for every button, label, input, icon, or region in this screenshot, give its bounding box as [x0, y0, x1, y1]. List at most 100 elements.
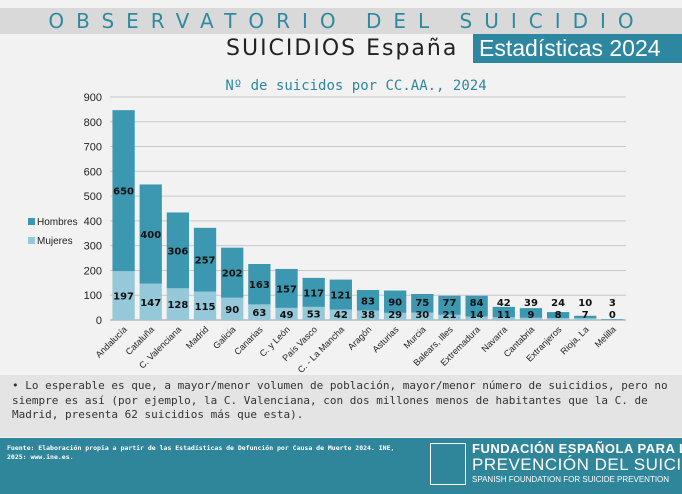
footer: Fuente: Elaboración propia a partir de l… [0, 438, 682, 494]
data-label-hombres: 75 [415, 298, 429, 309]
bar-mujeres [275, 307, 298, 320]
data-label-hombres: 84 [470, 298, 484, 309]
data-label-mujeres: 0 [609, 310, 616, 321]
data-label-hombres: 42 [497, 298, 511, 309]
bar-hombres [275, 268, 298, 308]
logo-line1: FUNDACIÓN ESPAÑOLA PARA LA [472, 441, 682, 456]
data-label-hombres: 39 [524, 298, 538, 309]
data-label-mujeres: 115 [195, 302, 216, 313]
data-label-mujeres: 128 [167, 300, 188, 311]
observatory-title: OBSERVATORIO DEL SUICIDIO [48, 9, 646, 33]
data-label-mujeres: 53 [307, 309, 321, 320]
data-label-hombres: 90 [388, 298, 402, 309]
data-label-mujeres: 38 [361, 310, 375, 321]
data-label-mujeres: 14 [470, 310, 484, 321]
data-label-mujeres: 11 [497, 310, 511, 321]
bar-hombres [465, 295, 488, 317]
y-tick-label: 0 [96, 315, 102, 327]
bar-mujeres [546, 318, 570, 320]
data-label-hombres: 121 [330, 291, 351, 302]
data-label-hombres: 117 [303, 288, 324, 299]
x-tick-label: Andalucía [94, 324, 129, 359]
bar-mujeres [519, 317, 543, 320]
data-label-mujeres: 63 [252, 308, 266, 319]
y-tick-label: 400 [84, 216, 102, 228]
data-label-hombres: 202 [222, 269, 243, 280]
bar-hombres [193, 227, 217, 292]
data-label-mujeres: 21 [443, 310, 457, 321]
x-tick-label: Murcia [402, 324, 428, 350]
bar-chart: 0100200300400500600700800900650197Andalu… [28, 92, 626, 375]
data-label-mujeres: 197 [113, 292, 134, 303]
data-label-hombres: 10 [578, 298, 592, 309]
bar-hombres [221, 247, 244, 298]
bar-hombres [438, 295, 461, 315]
data-label-hombres: 83 [361, 296, 375, 307]
note-text: • Lo esperable es que, a mayor/menor vol… [0, 375, 682, 437]
data-label-hombres: 3 [609, 298, 616, 309]
logo-line2: PREVENCIÓN DEL SUICIDIO [472, 455, 682, 474]
data-label-hombres: 24 [551, 298, 565, 309]
bar-hombres [574, 315, 597, 319]
x-tick-label: Rioja, La [558, 324, 590, 356]
bar-hombres [248, 264, 271, 305]
y-tick-label: 700 [84, 142, 102, 154]
bar-hombres [112, 110, 135, 272]
bar-mujeres [166, 288, 190, 320]
bar-mujeres [438, 314, 461, 320]
data-label-mujeres: 9 [527, 310, 534, 321]
legend-label-mujeres: Mujeres [37, 236, 73, 247]
data-label-mujeres: 147 [140, 298, 161, 309]
subtitle: SUICIDIOS España [226, 36, 459, 61]
bar-mujeres [139, 283, 162, 320]
x-tick-label: Asturias [371, 324, 401, 354]
y-tick-label: 900 [84, 92, 102, 104]
y-tick-label: 300 [84, 241, 102, 253]
bar-hombres [329, 279, 352, 310]
source-text: Fuente: Elaboración propia a partir de l… [7, 444, 395, 461]
y-tick-label: 200 [84, 265, 102, 277]
legend-swatch-mujeres [28, 237, 35, 244]
bar-mujeres [302, 306, 325, 320]
logo-icon [430, 443, 466, 485]
data-label-mujeres: 30 [415, 310, 429, 321]
chart-title: Nº de suicidos por CC.AA., 2024 [225, 78, 487, 94]
data-label-hombres: 650 [113, 187, 134, 198]
data-label-hombres: 163 [249, 280, 270, 291]
bar-mujeres [574, 318, 597, 320]
data-label-mujeres: 29 [388, 310, 402, 321]
bar-hombres [492, 306, 515, 318]
bar-mujeres [492, 317, 515, 320]
legend-swatch-hombres [28, 218, 35, 225]
y-tick-label: 600 [84, 166, 102, 178]
bar-hombres [519, 308, 543, 318]
bar-hombres [546, 312, 570, 319]
bar-hombres [411, 293, 434, 313]
x-tick-label: Madrid [184, 324, 211, 351]
logo-line3: SPANISH FOUNDATION FOR SUICIDE PREVENTIO… [472, 475, 670, 484]
bar-hombres [601, 319, 624, 320]
bar-mujeres [112, 271, 135, 320]
bar-hombres [139, 184, 162, 284]
data-label-hombres: 157 [276, 284, 297, 295]
data-label-mujeres: 7 [582, 310, 589, 321]
y-tick-label: 500 [84, 191, 102, 203]
x-tick-label: Aragón [346, 324, 374, 352]
bar-mujeres [411, 312, 434, 320]
bar-hombres [166, 212, 190, 289]
bar-mujeres [248, 304, 271, 320]
data-label-mujeres: 90 [225, 305, 239, 316]
data-label-hombres: 306 [167, 246, 188, 257]
y-tick-label: 100 [84, 290, 102, 302]
data-label-hombres: 257 [195, 256, 216, 267]
year-badge: Estadísticas 2024 [473, 34, 682, 63]
data-label-hombres: 400 [140, 230, 161, 241]
bar-mujeres [384, 312, 407, 320]
data-label-mujeres: 8 [555, 310, 562, 321]
x-tick-label: Galicia [211, 324, 238, 351]
bar-mujeres [329, 309, 352, 320]
legend-label-hombres: Hombres [37, 217, 78, 228]
data-label-mujeres: 49 [280, 310, 294, 321]
bar-hombres [356, 290, 380, 311]
bar-hombres [384, 290, 407, 313]
